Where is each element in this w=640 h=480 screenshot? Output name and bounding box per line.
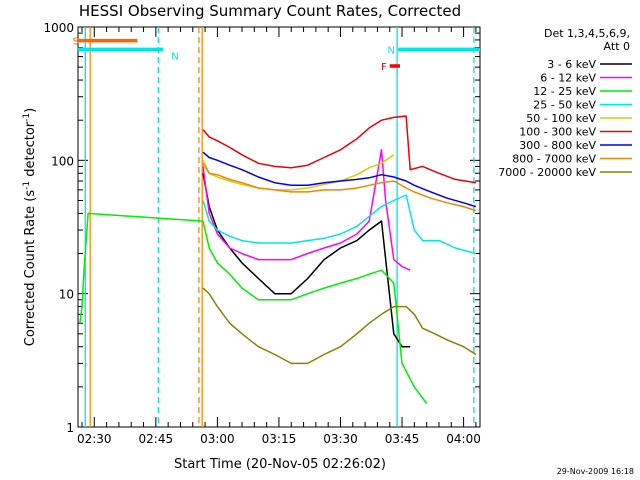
- legend-label: 50 - 100 keV: [526, 112, 596, 125]
- chart-title: HESSI Observing Summary Count Rates, Cor…: [79, 2, 461, 20]
- y-label-sup2: -1: [22, 113, 32, 122]
- legend-label: 3 - 6 keV: [547, 58, 596, 71]
- axis-ticks: 1 10 100 1000 02:30 02:45 03:00 03:15 03:30 03:45…: [43, 21, 480, 446]
- legend-title-2: Att 0: [604, 40, 630, 53]
- series-line: [202, 194, 477, 255]
- legend-label: 6 - 12 keV: [540, 72, 596, 85]
- flag-label: N: [171, 51, 178, 62]
- legend-label: 7000 - 20000 keV: [498, 166, 596, 179]
- legend-label: 800 - 7000 keV: [512, 153, 596, 166]
- y-tick-label: 1: [66, 421, 74, 435]
- x-tick-label: 03:30: [323, 432, 358, 446]
- y-tick-label: 100: [51, 154, 74, 168]
- plot-frame: [77, 26, 481, 428]
- y-label-mid: detector: [23, 121, 38, 181]
- series-lines: [79, 115, 477, 404]
- series-line: [202, 154, 395, 191]
- flag-label: N: [387, 45, 394, 56]
- x-tick-label: 03:15: [262, 432, 297, 446]
- legend-label: 300 - 800 keV: [519, 139, 596, 152]
- plot-area: [77, 26, 481, 428]
- event-vertical-lines: [84, 27, 475, 427]
- y-tick-label: 10: [59, 288, 74, 302]
- legend-title-1: Det 1,3,4,5,6,9,: [544, 27, 630, 40]
- series-line: [202, 162, 477, 212]
- y-axis-label: Corrected Count Rate (s-1 detector-1): [22, 108, 38, 346]
- series-line: [202, 173, 411, 348]
- x-tick-label: 04:00: [446, 432, 481, 446]
- legend-label: 12 - 25 keV: [533, 85, 596, 98]
- legend-label: 25 - 50 keV: [533, 99, 596, 112]
- series-line: [202, 287, 477, 365]
- y-tick-label: 1000: [43, 21, 74, 35]
- y-label-end: ): [23, 108, 38, 113]
- x-axis-label: Start Time (20-Nov-05 02:26:02): [174, 457, 386, 472]
- series-line: [79, 212, 428, 404]
- flag-label: S: [73, 37, 79, 48]
- series-line: [202, 149, 411, 271]
- legend-label: 100 - 300 keV: [519, 126, 596, 139]
- x-tick-label: 02:45: [139, 432, 174, 446]
- y-label-main: Corrected Count Rate (s: [23, 190, 38, 347]
- series-line: [202, 115, 477, 184]
- x-tick-label: 02:30: [77, 432, 112, 446]
- series-line: [202, 151, 477, 208]
- x-tick-label: 03:45: [385, 432, 420, 446]
- y-label-sup1: -1: [22, 181, 32, 190]
- flag-label: F: [381, 62, 387, 73]
- timestamp: 29-Nov-2009 16:18: [557, 467, 634, 476]
- x-tick-label: 03:00: [200, 432, 235, 446]
